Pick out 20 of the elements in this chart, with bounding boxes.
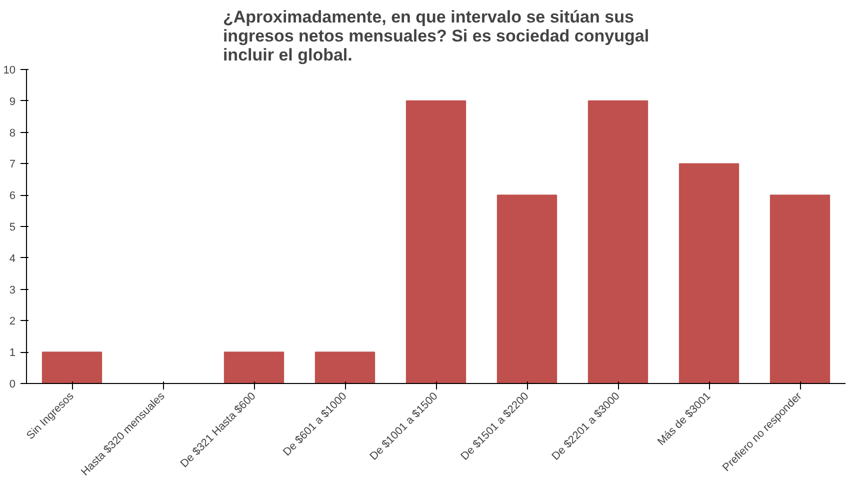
y-tick-label: 10 xyxy=(3,64,16,76)
y-tick-label: 9 xyxy=(9,96,16,108)
bar xyxy=(224,352,284,384)
bar xyxy=(314,352,376,384)
y-tick-label: 2 xyxy=(9,316,16,328)
y-tick-label: 7 xyxy=(9,158,16,171)
bar xyxy=(42,352,102,384)
y-tick-label: 3 xyxy=(9,284,16,296)
bar xyxy=(770,194,830,384)
y-tick-label: 8 xyxy=(9,127,16,140)
bar xyxy=(496,194,558,384)
y-tick-label: 5 xyxy=(9,222,16,234)
chart-title: ¿Aproximadamente, en que intervalo se sitúan sus ingresos netos mensuales? Si es sociedad conyugal incluir el global. xyxy=(222,8,650,64)
y-tick-label: 0 xyxy=(9,378,16,390)
bar xyxy=(678,163,740,384)
bar xyxy=(588,100,648,384)
bar xyxy=(406,100,466,384)
y-tick-label: 1 xyxy=(9,347,16,360)
y-tick-label: 4 xyxy=(9,252,16,265)
y-tick-label: 6 xyxy=(9,190,16,202)
